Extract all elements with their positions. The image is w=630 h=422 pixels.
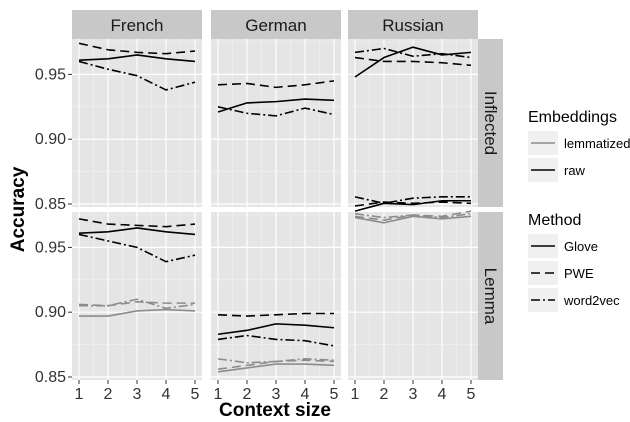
y-tick-label: 0.95 — [35, 66, 66, 83]
series-line-word2vec-raw — [78, 233, 196, 263]
x-tick-label: 1 — [75, 386, 84, 403]
row-strip-label: Inflected — [481, 91, 500, 155]
strip-french-background — [72, 10, 202, 39]
series-line-glove-raw — [78, 54, 196, 63]
y-axis-title: Accuracy — [8, 166, 29, 252]
series-line-glove-raw — [217, 323, 335, 336]
panel-german-lemma — [211, 212, 341, 380]
x-tick-label: 3 — [133, 386, 142, 403]
x-tick-label: 2 — [380, 386, 389, 403]
y-tick-label: 0.90 — [35, 131, 66, 148]
y-tick-label: 0.85 — [35, 196, 66, 213]
x-tick-label: 1 — [214, 386, 223, 403]
legend-layer: Embeddings lemmatized raw Method Glove PWE wor… — [528, 109, 630, 312]
x-tick-label: 2 — [243, 386, 252, 403]
x-tick-label: 4 — [162, 386, 171, 403]
series-line-glove-raw — [78, 227, 196, 236]
x-axis-title: Context size — [219, 400, 331, 421]
series-line-glove-raw — [354, 46, 472, 78]
panels-layer — [72, 39, 478, 380]
legend-title-method: Method — [528, 212, 581, 229]
series-line-word2vec-raw — [217, 106, 335, 117]
strip-lemma-background — [478, 212, 503, 380]
y-tick-label: 0.85 — [35, 369, 66, 386]
panel-german-inflected — [211, 39, 341, 207]
series-line-pwe-raw — [354, 201, 472, 207]
series-line-word2vec-raw — [354, 196, 471, 205]
x-tick-label: 4 — [438, 386, 447, 403]
series-line-word2vec-raw — [217, 334, 335, 347]
legend-label-raw: raw — [564, 163, 586, 178]
series-group-russian-inflected — [354, 46, 472, 78]
series-line-word2vec-lemmatized — [354, 212, 472, 219]
series-line-glove-raw — [354, 199, 471, 212]
x-tick-label: 2 — [104, 386, 113, 403]
row-strip-label: Lemma — [481, 268, 500, 325]
series-line-pwe-raw — [217, 312, 334, 317]
x-tick-label: 3 — [272, 386, 281, 403]
x-tick-label: 1 — [351, 386, 360, 403]
series-line-word2vec-raw — [354, 47, 472, 59]
column-strip-label: Russian — [382, 16, 443, 35]
series-line-pwe-raw — [354, 56, 472, 67]
series-group-german-lemma — [217, 312, 335, 373]
strip-german-background — [211, 10, 341, 39]
series-group-french-lemma — [78, 218, 196, 317]
series-line-glove-lemmatized — [217, 363, 335, 373]
series-line-glove-lemmatized — [354, 215, 472, 224]
series-group-french-inflected — [78, 42, 196, 91]
y-tick-label: 0.95 — [35, 239, 66, 256]
series-line-pwe-raw — [217, 80, 335, 89]
series-line-pwe-raw — [78, 42, 196, 55]
strip-russian-background — [348, 10, 478, 39]
column-strip-label: French — [111, 16, 164, 35]
panel-french-inflected — [72, 39, 202, 207]
series-group-german-inflected — [217, 80, 335, 117]
series-line-glove-lemmatized — [79, 308, 196, 317]
x-tick-label: 4 — [301, 386, 310, 403]
legend-title-embeddings: Embeddings — [528, 109, 617, 126]
column-strip-label: German — [245, 16, 306, 35]
series-group-russian-lemma — [354, 196, 472, 224]
legend-label-lemmatized: lemmatized — [564, 136, 630, 151]
series-line-pwe-raw — [78, 218, 196, 228]
x-tick-label: 3 — [409, 386, 418, 403]
y-tick-label: 0.90 — [35, 304, 66, 321]
legend-label-word2vec: word2vec — [563, 293, 620, 308]
strip-inflected-background — [478, 39, 503, 207]
legend-label-glove: Glove — [564, 239, 598, 254]
x-tick-label: 5 — [330, 386, 339, 403]
series-line-glove-raw — [217, 98, 335, 113]
series-line-word2vec-lemmatized — [79, 298, 196, 310]
series-line-word2vec-raw — [78, 60, 196, 91]
x-tick-label: 5 — [467, 386, 476, 403]
legend-label-pwe: PWE — [564, 266, 594, 281]
panel-french-lemma — [72, 212, 202, 380]
x-tick-label: 5 — [191, 386, 200, 403]
axes-layer: French German Russian Inflected Lemma 0.85 0.9… — [8, 10, 503, 421]
series-line-word2vec-lemmatized — [217, 358, 335, 364]
panel-russian-lemma — [348, 212, 478, 380]
